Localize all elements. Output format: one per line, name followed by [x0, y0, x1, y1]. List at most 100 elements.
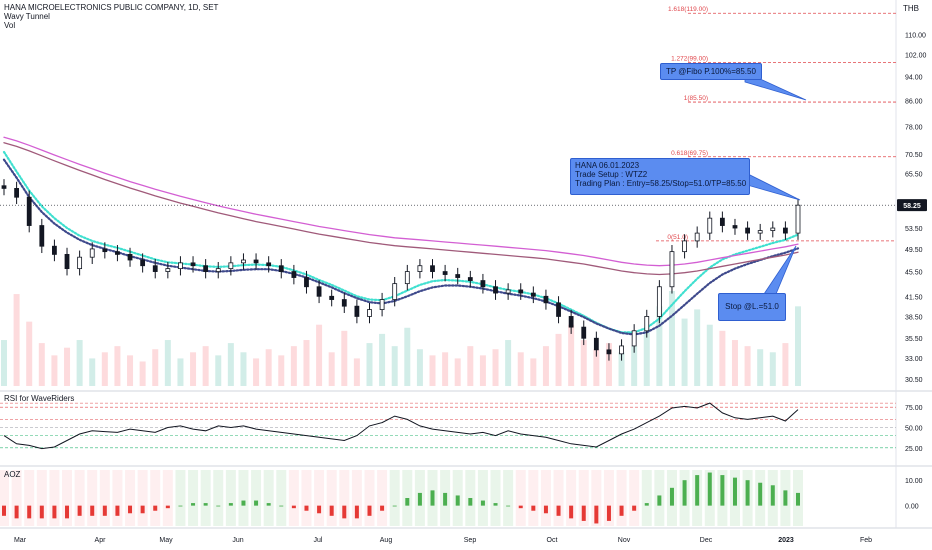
candle-body	[228, 262, 234, 270]
aoz-background-band	[276, 470, 287, 526]
aoz-background-band	[125, 470, 136, 526]
ma-long-1-line	[3, 136, 799, 267]
price-axis-tick: 94.00	[905, 75, 923, 82]
price-axis-tick: 86.00	[905, 98, 923, 105]
aoz-background-band	[377, 470, 388, 526]
aoz-bar	[65, 505, 70, 519]
trade-plan-line-2: Trade Setup : WTZ2	[575, 170, 648, 179]
candle-body	[190, 262, 196, 267]
aoz-background-band	[603, 470, 614, 526]
volume-bar	[26, 321, 33, 386]
volume-bar	[127, 355, 134, 386]
aoz-background-band	[314, 470, 325, 526]
aoz-background-band	[616, 470, 627, 526]
time-axis-label: May	[159, 537, 173, 544]
wave-fast-line	[2, 150, 800, 334]
aoz-background-band	[641, 470, 652, 526]
aoz-bar	[304, 505, 309, 511]
volume-bar	[706, 324, 713, 386]
candle-body	[644, 316, 650, 332]
aoz-background-band	[99, 470, 110, 526]
fibo-level-label: 1(85.50)	[684, 95, 708, 102]
volume-bar	[328, 352, 335, 386]
aoz-background-band	[238, 470, 249, 526]
aoz-bar	[543, 505, 548, 514]
volume-bar	[76, 340, 83, 386]
volume-bar	[505, 340, 512, 386]
trade-plan-callout: HANA 06.01.2023 Trade Setup : WTZ2 Tradi…	[570, 158, 750, 195]
aoz-background-band	[490, 470, 501, 526]
price-axis-tick: 33.00	[905, 356, 923, 363]
aoz-bar	[228, 503, 233, 506]
price-axis-tick: 30.50	[905, 377, 923, 384]
aoz-background-band	[0, 470, 9, 526]
aoz-bar	[291, 505, 296, 509]
aoz-bar	[367, 505, 372, 516]
price-axis-tick: 45.50	[905, 270, 923, 277]
aoz-bar	[2, 505, 6, 516]
candle-body	[89, 248, 95, 258]
candle-body	[770, 227, 776, 231]
aoz-bar	[770, 485, 775, 506]
volume-bar	[353, 358, 360, 386]
candle-body	[745, 227, 750, 234]
volume-bar	[694, 309, 701, 386]
aoz-background-band	[251, 470, 262, 526]
aoz-background-band	[351, 470, 362, 526]
candle-body	[102, 248, 108, 253]
volume-bar	[769, 352, 776, 386]
rsi-axis-tick: 50.00	[905, 426, 923, 433]
volume-bar	[177, 358, 184, 386]
candle-body	[64, 254, 70, 270]
candle-body	[304, 277, 309, 288]
time-axis-label: Mar	[14, 537, 27, 544]
candle-body	[619, 345, 624, 355]
aoz-bar	[417, 492, 422, 506]
candle-body	[795, 204, 801, 234]
aoz-bar	[342, 505, 347, 519]
aoz-bar	[317, 505, 322, 514]
aoz-bar	[443, 492, 448, 506]
aoz-background-band	[200, 470, 211, 526]
time-axis-label: Sep	[464, 537, 477, 544]
time-axis-label: Nov	[618, 537, 631, 544]
rsi-axis-tick: 25.00	[905, 446, 923, 453]
volume-bar	[631, 346, 638, 386]
aoz-bar	[115, 505, 120, 516]
time-axis-label: Jun	[232, 537, 243, 544]
aoz-bar	[531, 505, 536, 511]
rsi-panel-title: RSI for WaveRiders	[4, 394, 75, 403]
aoz-bar	[128, 505, 133, 514]
candle-body	[455, 274, 461, 278]
aoz-bar	[254, 500, 259, 506]
aoz-bar	[480, 500, 485, 506]
price-axis-tick: 65.50	[905, 172, 923, 179]
aoz-background-band	[629, 470, 640, 526]
volume-bar	[568, 324, 575, 386]
candle-body	[178, 262, 183, 270]
candle-body	[278, 265, 284, 272]
aoz-bar	[695, 475, 700, 506]
aoz-bar	[52, 505, 57, 519]
price-axis-tick: 41.50	[905, 294, 923, 301]
candle-body	[480, 280, 486, 288]
candle-body	[26, 196, 32, 226]
candle-body	[530, 292, 536, 297]
tp-callout: TP @Fibo P.100%=85.50	[660, 63, 762, 80]
aoz-bar	[569, 505, 574, 519]
last-price-badge	[897, 199, 927, 212]
volume-bar	[38, 343, 45, 386]
time-axis-label: Dec	[700, 537, 713, 544]
aoz-bar	[203, 503, 208, 506]
candle-body	[39, 225, 45, 247]
time-axis-label: Feb	[860, 537, 872, 544]
candle-body	[379, 299, 385, 310]
candle-body	[115, 251, 120, 255]
volume-bar	[517, 352, 524, 386]
volume-bar	[202, 346, 209, 386]
aoz-bar	[14, 505, 19, 519]
aoz-bar	[405, 498, 410, 506]
aoz-background-band	[566, 470, 577, 526]
volume-bar	[227, 343, 234, 386]
